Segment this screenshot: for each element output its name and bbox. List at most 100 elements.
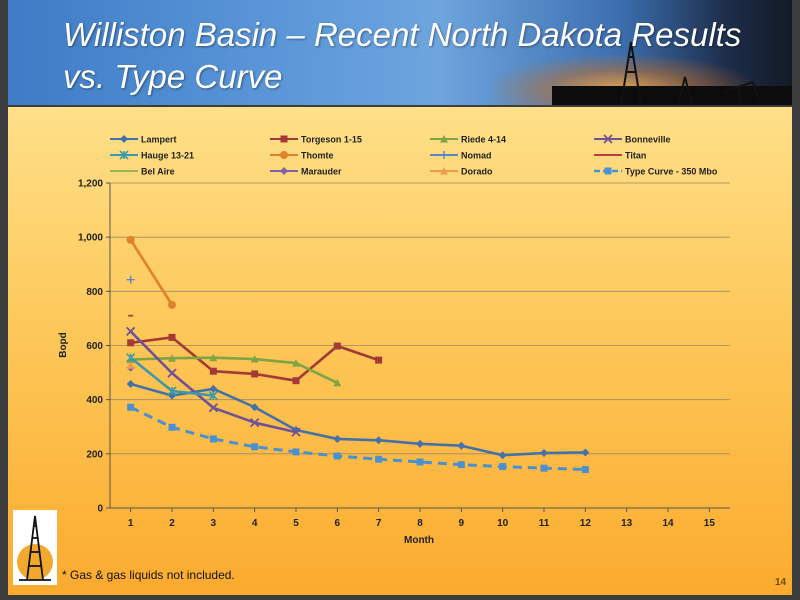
data-point [168,333,176,341]
legend-label: Bonneville [625,135,671,145]
data-point [209,367,217,375]
legend-item: Bel Aire [110,167,175,177]
data-point [291,427,301,437]
x-tick-label: 12 [580,518,592,529]
chart-legend: Lampert Torgeson 1-15 Riede 4-14 Bonneville… [110,134,718,177]
data-point [126,235,135,244]
legend-label: Torgeson 1-15 [301,135,362,145]
legend-item: Titan [594,151,646,161]
x-tick-label: 1 [128,518,134,529]
data-point [250,355,259,363]
legend-item: Torgeson 1-15 [270,135,362,145]
data-point [416,439,424,448]
series-type-curve-350-mbo [127,403,589,474]
legend-label: Thomte [301,151,334,161]
data-point [499,463,507,471]
legend-label: Dorado [461,167,493,177]
y-tick-label: 1,000 [78,233,103,244]
data-point [250,403,259,412]
y-axis-label: Bopd [58,332,69,358]
data-point [333,378,342,387]
footnote: * Gas & gas liquids not included. [62,568,235,582]
data-point [127,403,135,411]
data-point [292,448,300,456]
data-point [440,167,448,175]
x-tick-label: 10 [497,518,509,529]
data-point [280,167,288,175]
legend-label: Riede 4-14 [461,135,506,145]
chart-gridlines [110,182,730,455]
data-point [540,449,548,458]
data-point [209,435,217,443]
legend-label: Marauder [301,167,342,177]
slide-title: Williston Basin – Recent North Dakota Re… [63,16,742,95]
data-point [292,377,300,385]
legend-item: Type Curve - 350 Mbo [594,167,718,177]
data-point [581,466,589,474]
data-point [209,353,218,362]
legend-label: Titan [625,151,646,161]
series-thomte [126,235,176,309]
data-point [251,443,259,451]
y-tick-label: 600 [86,341,103,352]
legend-label: Bel Aire [141,167,175,177]
series-bonneville [126,326,301,437]
data-point [168,423,176,431]
oilfield-silhouette [552,86,792,105]
data-point [168,300,176,309]
company-logo [13,510,57,585]
data-point [120,135,128,143]
y-tick-label: 200 [86,449,103,460]
data-point [251,370,259,378]
header-banner: Williston Basin – Recent North Dakota Re… [8,0,792,105]
series-line [129,239,174,306]
data-point [440,151,448,159]
legend-label: Type Curve - 350 Mbo [625,167,718,177]
data-point [333,452,341,460]
data-point [333,342,341,350]
data-point [126,275,135,284]
data-point [604,167,612,175]
x-tick-label: 7 [376,518,382,529]
legend-label: Lampert [141,135,177,145]
y-tick-label: 400 [86,395,103,406]
data-point [167,386,177,396]
data-point [457,441,466,450]
data-point [126,361,135,369]
data-point [375,455,383,463]
data-point [540,464,548,472]
chart-series [126,235,590,474]
series-line [130,405,586,472]
data-point [280,151,288,159]
legend-item: Bonneville [594,134,671,145]
legend-item: Lampert [110,135,177,145]
x-tick-label: 5 [293,518,299,529]
data-point [375,356,383,364]
series-line [130,382,586,457]
data-point [126,379,135,388]
data-point [280,135,288,143]
data-point [168,354,176,362]
y-tick-label: 0 [97,504,103,515]
x-tick-label: 15 [704,518,716,529]
x-axis-label: Month [404,535,434,546]
legend-item: Thomte [270,151,334,161]
data-point [250,418,260,428]
legend-item: Hauge 13-21 [110,150,194,161]
legend-item: Nomad [430,151,492,161]
data-point [416,458,424,466]
oil-rig-icon [620,41,760,105]
x-tick-label: 4 [252,518,258,529]
y-tick-label: 1,200 [78,179,103,190]
x-tick-label: 14 [662,518,674,529]
data-point [208,403,218,413]
legend-item: Marauder [270,167,342,177]
series-hauge-13-21 [126,353,218,401]
data-point [119,150,129,160]
x-tick-label: 13 [621,518,633,529]
legend-label: Nomad [461,151,492,161]
data-point [374,436,383,445]
